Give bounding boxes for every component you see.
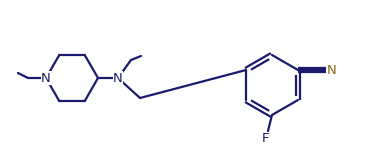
Text: N: N: [327, 63, 337, 76]
Text: N: N: [41, 72, 51, 84]
Text: F: F: [261, 132, 269, 145]
Text: N: N: [113, 72, 123, 84]
